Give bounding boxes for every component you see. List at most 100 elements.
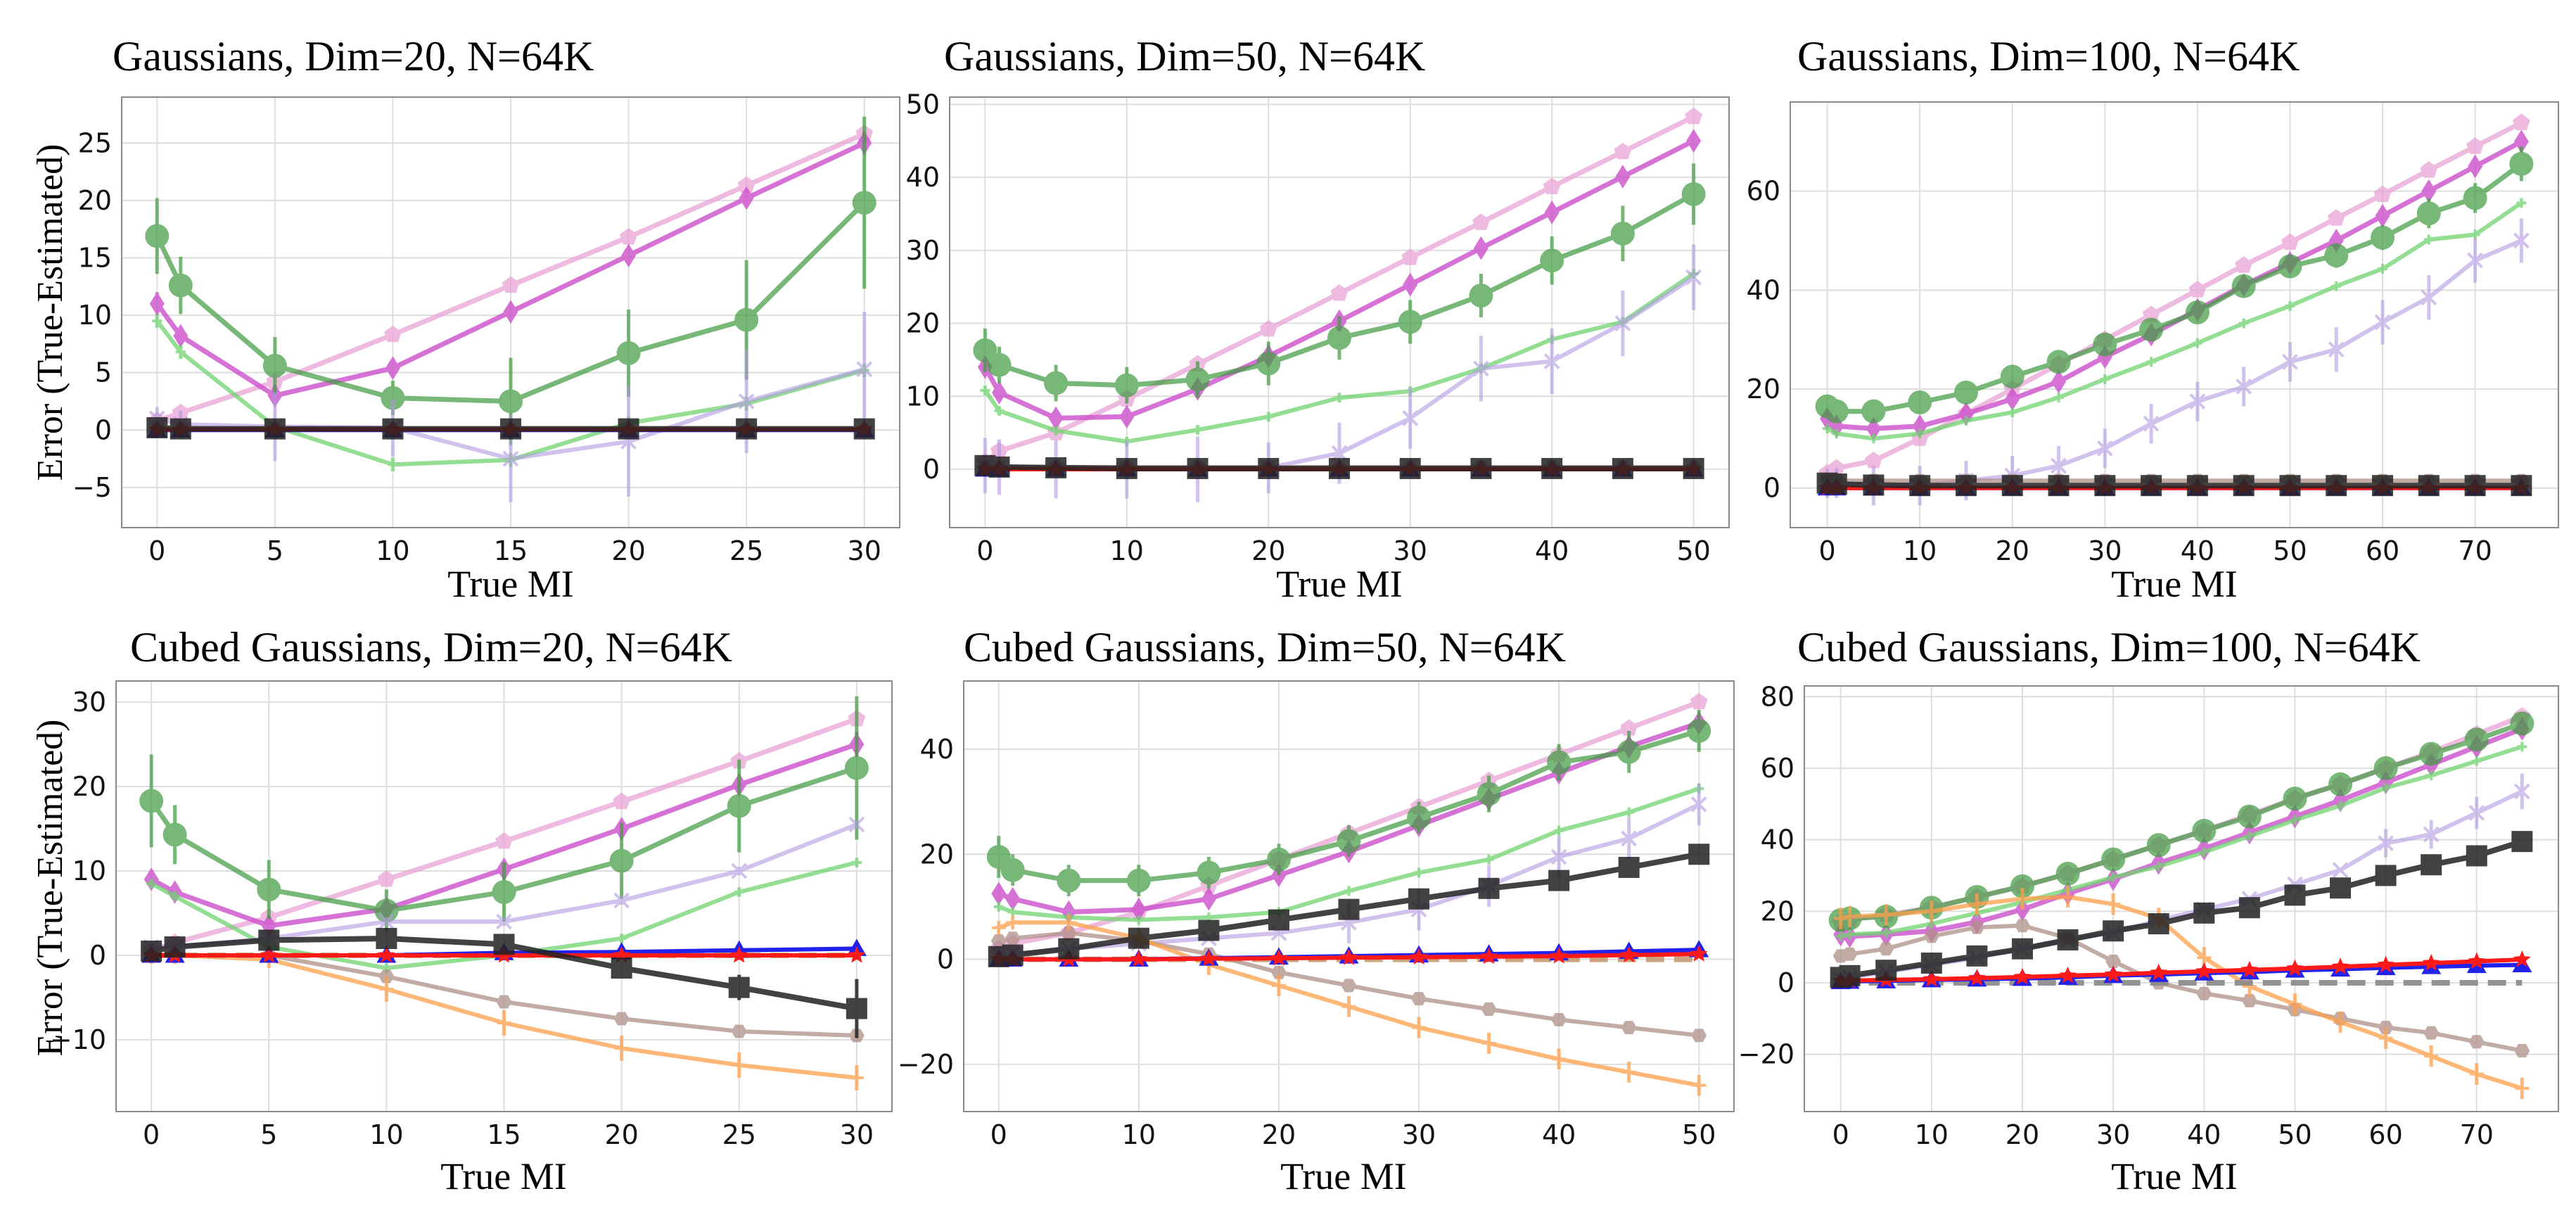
data-point — [2244, 831, 2255, 841]
series-layer — [973, 108, 1706, 502]
series-line — [997, 787, 1700, 922]
data-point — [1868, 433, 1879, 444]
data-point — [734, 307, 759, 332]
data-point — [1048, 406, 1064, 431]
data-point — [1005, 915, 1020, 930]
data-point — [2285, 300, 2295, 311]
series-line — [150, 742, 858, 929]
series-ltgreen — [1822, 198, 2527, 444]
data-point — [1550, 848, 1567, 865]
x-tick-label: 0 — [976, 535, 993, 566]
data-point — [2051, 369, 2067, 394]
data-point — [2330, 877, 2352, 899]
x-tick-label: 60 — [2368, 1119, 2402, 1150]
y-tick-label: 50 — [906, 89, 940, 120]
y-tick-label: −20 — [1738, 1039, 1794, 1070]
x-tick-label: 20 — [2006, 1119, 2039, 1150]
data-point — [614, 1041, 629, 1055]
x-tick-label: 0 — [1832, 1119, 1849, 1150]
data-point — [1057, 868, 1081, 893]
data-point — [1624, 807, 1634, 817]
x-tick-label: 10 — [1122, 1119, 1156, 1150]
data-point — [616, 934, 627, 943]
data-point — [2324, 243, 2349, 268]
data-point — [168, 273, 193, 298]
x-tick-label: 40 — [1535, 535, 1569, 566]
x-tick-label: 5 — [260, 1119, 277, 1150]
data-point — [2286, 959, 2304, 976]
data-point — [618, 418, 639, 440]
data-point — [987, 352, 1012, 377]
data-point — [1329, 457, 1350, 479]
data-point — [2153, 861, 2164, 872]
data-point — [379, 982, 394, 996]
data-point — [2335, 801, 2346, 811]
data-point — [1051, 426, 1061, 436]
data-point — [2372, 475, 2394, 497]
data-point — [2057, 929, 2079, 950]
data-point — [2515, 1081, 2530, 1095]
data-point — [2513, 950, 2531, 967]
data-point — [1835, 931, 1846, 941]
panel-gaussians-dim20: Gaussians, Dim=20, N=64K True MI Error (… — [30, 33, 900, 605]
data-point — [1685, 269, 1702, 286]
data-point — [1133, 915, 1144, 925]
data-point — [2281, 233, 2299, 250]
panel-gaussians-dim100: Gaussians, Dim=100, N=64K True MI 0 10 20 3… — [1747, 33, 2559, 605]
data-point — [1401, 248, 1420, 265]
data-point — [1411, 992, 1427, 1006]
data-point — [2279, 475, 2301, 497]
data-point — [1879, 908, 1894, 922]
data-point — [1259, 319, 1277, 337]
data-point — [2426, 770, 2437, 781]
data-point — [1617, 739, 1641, 764]
data-point — [2238, 318, 2249, 329]
y-tick-label: 25 — [78, 127, 112, 158]
data-point — [1119, 405, 1135, 429]
data-point — [1866, 416, 1881, 441]
data-point — [1192, 425, 1203, 435]
data-point — [2466, 845, 2487, 867]
data-point — [1480, 947, 1498, 965]
data-point — [384, 325, 402, 343]
data-point — [1005, 886, 1021, 911]
y-tick-label: 40 — [906, 162, 940, 193]
data-point — [2378, 264, 2388, 274]
data-point — [258, 929, 280, 951]
data-point — [1256, 351, 1281, 376]
data-point — [851, 858, 862, 867]
data-point — [378, 913, 395, 930]
data-point — [2513, 113, 2530, 131]
x-tick-label: 30 — [2088, 535, 2122, 566]
data-point — [1621, 830, 1638, 847]
data-point — [1045, 457, 1067, 478]
data-point — [1007, 907, 1018, 917]
data-point — [260, 946, 278, 963]
x-tick-label: 60 — [2366, 535, 2399, 566]
data-point — [2373, 185, 2392, 203]
x-tick-label: 30 — [1402, 1119, 1436, 1150]
data-point — [1831, 428, 1842, 439]
data-point — [1410, 948, 1428, 965]
data-point — [149, 291, 165, 316]
data-point — [990, 934, 1007, 948]
data-point — [2371, 225, 2395, 250]
data-point — [170, 418, 191, 440]
data-point — [2015, 891, 2029, 906]
data-point — [732, 1058, 746, 1072]
data-point — [731, 863, 748, 879]
data-point — [2051, 457, 2067, 474]
data-point — [2511, 831, 2533, 853]
x-axis-label: True MI — [1280, 1155, 1407, 1197]
data-point — [2195, 962, 2213, 979]
data-point — [1621, 1065, 1636, 1080]
data-point — [1266, 847, 1291, 872]
data-point — [731, 1024, 747, 1038]
x-tick-label: 70 — [2458, 535, 2492, 566]
data-point — [2005, 387, 2020, 411]
data-point — [2380, 782, 2391, 793]
data-point — [1128, 927, 1149, 949]
x-axis-label: True MI — [447, 563, 574, 605]
y-axis-label: Error (True-Estimated) — [30, 720, 70, 1057]
data-point — [2378, 835, 2395, 852]
